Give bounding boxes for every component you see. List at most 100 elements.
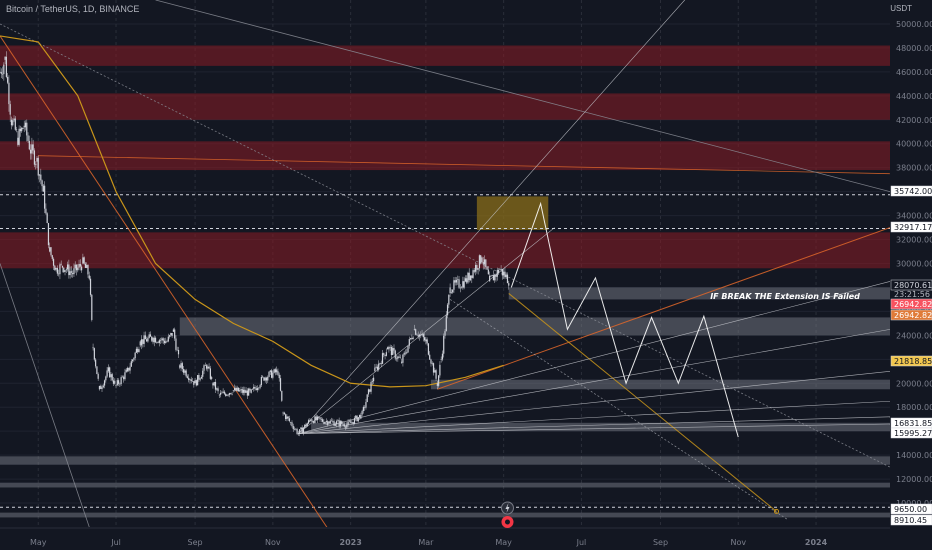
- candle-body: [168, 335, 171, 337]
- candle-body: [390, 346, 393, 356]
- y-tick-label: 48000.00: [896, 44, 932, 53]
- candle-body: [404, 352, 407, 354]
- support-zone: [430, 379, 890, 390]
- candle-body: [403, 352, 405, 355]
- candle-body: [123, 376, 125, 380]
- candle-body: [260, 376, 262, 386]
- candle-body: [504, 271, 506, 278]
- candle-body: [305, 424, 307, 427]
- candle-body: [492, 275, 495, 281]
- candle-body: [439, 364, 441, 376]
- fan-line: [155, 0, 891, 193]
- fib-fan-line: [298, 281, 891, 434]
- candle-body: [279, 378, 282, 391]
- fib-fan-line: [298, 416, 891, 434]
- candle-body: [285, 414, 287, 420]
- price-tag: [890, 309, 932, 321]
- candle-body: [153, 337, 155, 343]
- lightning-glyph: [505, 503, 510, 513]
- candle-body: [180, 363, 182, 368]
- candle-body: [103, 380, 106, 386]
- resistance-zone: [0, 232, 890, 269]
- candle-body: [27, 135, 29, 141]
- candle-body: [75, 264, 78, 271]
- candle-body: [297, 433, 299, 435]
- candle-body: [60, 263, 62, 265]
- candle-body: [203, 365, 205, 371]
- candle-body: [156, 342, 158, 343]
- candle-body: [126, 367, 129, 372]
- price-tag: [890, 503, 932, 515]
- candle-body: [385, 352, 387, 356]
- candle-body: [116, 380, 118, 385]
- price-tag-label: 26942.82: [894, 300, 932, 309]
- candle-body: [12, 120, 14, 126]
- candle-body: [464, 278, 467, 282]
- price-tag-label: 21818.85: [894, 357, 932, 366]
- candle-body: [174, 329, 176, 339]
- candle-body: [0, 71, 1, 73]
- candle-body: [69, 271, 71, 276]
- candle-body: [96, 366, 98, 374]
- candle-body: [137, 348, 139, 353]
- candle-body: [412, 337, 414, 340]
- trend-lines: [0, 0, 891, 550]
- candle-body: [370, 381, 372, 392]
- candle-body: [477, 268, 479, 270]
- candle-body: [142, 339, 144, 344]
- candle-body: [344, 426, 347, 428]
- candle-body: [304, 424, 306, 429]
- y-axis[interactable]: 10000.0012000.0014000.0016000.0018000.00…: [890, 0, 932, 550]
- candle-body: [263, 377, 265, 381]
- price-tag-label: 32917.17: [894, 223, 932, 232]
- candle-body: [471, 275, 473, 278]
- candle-body: [258, 387, 260, 389]
- candle-body: [276, 369, 278, 373]
- candle-body: [353, 418, 356, 424]
- candle-body: [486, 267, 488, 270]
- candle-body: [438, 375, 440, 386]
- candle-body: [351, 422, 353, 423]
- candle-body: [398, 356, 400, 358]
- x-axis[interactable]: May Jul Sep Nov 2023 Mar May Jul Sep Nov 2024: [0, 527, 932, 550]
- candle-body: [350, 421, 352, 423]
- candle-body: [24, 122, 27, 128]
- candle-body: [458, 279, 460, 288]
- candle-body: [358, 414, 361, 418]
- y-tick-label: 46000.00: [896, 68, 932, 77]
- candle-body: [68, 264, 70, 276]
- candle-body: [453, 280, 455, 290]
- support-zone: [508, 287, 890, 300]
- candle-body: [115, 384, 117, 386]
- candle-body: [423, 337, 426, 341]
- candle-body: [448, 294, 450, 305]
- candle-body: [234, 387, 236, 391]
- candle-body: [78, 263, 80, 268]
- candle-body: [249, 388, 251, 391]
- candle-body: [399, 357, 401, 359]
- x-tick-label: Nov: [265, 538, 281, 547]
- candle-body: [450, 292, 452, 294]
- support-zone: [179, 317, 890, 336]
- y-tick-label: 18000.00: [896, 403, 932, 412]
- candle-body: [26, 122, 28, 136]
- candle-body: [420, 334, 422, 336]
- candle-body: [105, 376, 107, 381]
- candle-body: [336, 421, 338, 425]
- y-tick-label: 24000.00: [896, 331, 932, 340]
- candle-body: [371, 381, 373, 382]
- candle-body: [133, 358, 135, 360]
- candle-body: [366, 394, 368, 403]
- candle-body: [387, 347, 389, 350]
- fib-fan-line: [298, 423, 891, 434]
- candle-body: [490, 275, 492, 277]
- candle-body: [395, 358, 398, 360]
- candle-body: [191, 381, 194, 382]
- candle-body: [310, 419, 312, 422]
- candle-body: [505, 274, 507, 278]
- candle-body: [256, 388, 259, 390]
- candle-body: [357, 417, 359, 422]
- candle-body: [51, 255, 53, 259]
- candle-body: [163, 340, 166, 344]
